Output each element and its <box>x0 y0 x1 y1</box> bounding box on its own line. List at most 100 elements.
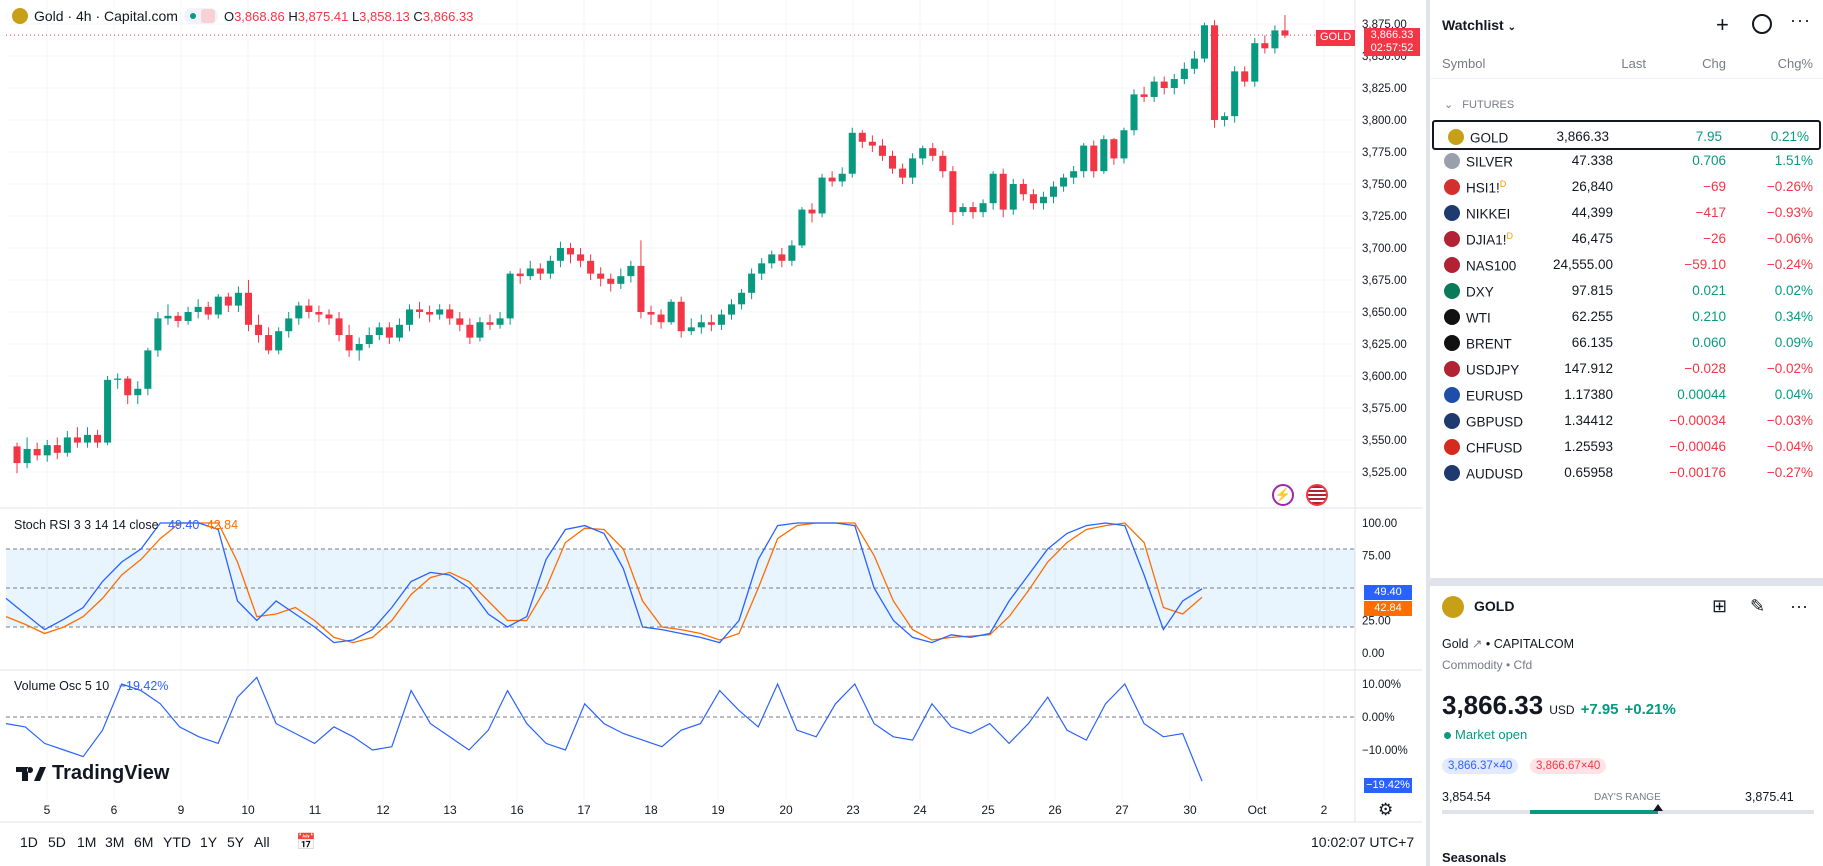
stoch-k-line <box>5 522 1203 644</box>
column-symbol[interactable]: Symbol <box>1442 56 1486 71</box>
candle <box>124 376 132 405</box>
section-futures[interactable]: ⌄ FUTURES <box>1444 99 1515 111</box>
settings-gear-icon[interactable]: ⚙ <box>1378 800 1394 819</box>
details-symbol[interactable]: GOLD <box>1474 598 1515 614</box>
candle <box>587 254 595 280</box>
us-flag-icon[interactable] <box>1306 484 1328 506</box>
watchlist-title[interactable]: Watchlist ⌄ <box>1442 17 1516 33</box>
candle <box>385 322 393 344</box>
candle <box>738 288 746 310</box>
watchlist-row-dxy[interactable]: DXY 97.815 0.021 0.02% <box>1430 276 1823 306</box>
add-symbol-icon[interactable]: + <box>1716 12 1729 37</box>
brand-name: TradingView <box>52 762 170 784</box>
go-to-date-icon[interactable]: 📅 <box>296 834 316 851</box>
chart-area[interactable]: 3,875.003,850.003,825.003,800.003,775.00… <box>0 0 1422 866</box>
watchlist-row-eurusd[interactable]: EURUSD 1.17380 0.00044 0.04% <box>1430 380 1823 410</box>
nas100-icon <box>1444 257 1460 273</box>
watchlist-row-hsi1[interactable]: HSI1!D 26,840 −69 −0.26% <box>1430 172 1823 202</box>
range-all-button[interactable]: All <box>254 834 270 850</box>
time-axis-label: 12 <box>376 803 390 817</box>
watchlist-row-audusd[interactable]: AUDUSD 0.65958 −0.00176 −0.27% <box>1430 458 1823 488</box>
candle <box>899 163 907 184</box>
days-range-fill <box>1530 810 1658 814</box>
candle <box>426 305 434 323</box>
chevron-down-icon: ⌄ <box>1507 22 1516 33</box>
delayed-badge: D <box>1506 231 1514 241</box>
more-options-icon[interactable]: ··· <box>1790 10 1811 30</box>
candle <box>265 327 273 355</box>
range-5d-button[interactable]: 5D <box>48 834 66 850</box>
time-axis-label: 19 <box>711 803 725 817</box>
range-1d-button[interactable]: 1D <box>20 834 38 850</box>
candle <box>788 240 796 266</box>
seasonals-title[interactable]: Seasonals <box>1442 850 1507 865</box>
watchlist-row-chfusd[interactable]: CHFUSD 1.25593 −0.00046 −0.04% <box>1430 432 1823 462</box>
watchlist-row-nas100[interactable]: NAS100 24,555.00 −59.10 −0.24% <box>1430 250 1823 280</box>
stoch-rsi-legend[interactable]: Stoch RSI 3 3 14 14 close 49.40 42.84 <box>14 518 238 532</box>
details-change-pct: +0.21% <box>1624 701 1676 718</box>
watchlist-row-usdjpy[interactable]: USDJPY 147.912 −0.028 −0.02% <box>1430 354 1823 384</box>
alert-lightning-icon[interactable]: ⚡ <box>1272 484 1294 506</box>
advanced-view-icon[interactable] <box>1752 14 1772 34</box>
candle <box>758 258 766 280</box>
range-6m-button[interactable]: 6M <box>134 834 154 850</box>
watchlist-row-nikkei[interactable]: NIKKEI 44,399 −417 −0.93% <box>1430 198 1823 228</box>
candle <box>617 268 625 289</box>
watchlist-chg: 0.060 <box>1692 335 1726 350</box>
watchlist-row-djia1[interactable]: DJIA1!D 46,475 −26 −0.06% <box>1430 224 1823 254</box>
grid-layout-icon[interactable]: ⊞ <box>1712 596 1728 616</box>
gold-details-icon <box>1442 596 1464 618</box>
candle <box>677 296 685 338</box>
watchlist-row-gold[interactable]: GOLD 3,866.33 7.95 0.21% <box>1432 120 1821 150</box>
time-axis-label: 5 <box>44 803 51 817</box>
watchlist-row-gbpusd[interactable]: GBPUSD 1.34412 −0.00034 −0.03% <box>1430 406 1823 436</box>
range-3m-button[interactable]: 3M <box>105 834 125 850</box>
candle <box>456 312 464 332</box>
candle <box>1009 178 1017 215</box>
time-axis-label: 27 <box>1115 803 1129 817</box>
panel-divider <box>1430 578 1823 586</box>
volume-osc-legend[interactable]: Volume Osc 5 10 −19.42% <box>14 679 168 693</box>
candle <box>295 301 303 325</box>
range-ytd-button[interactable]: YTD <box>163 834 191 850</box>
candle <box>13 442 21 474</box>
clock-timezone[interactable]: 10:02:07 UTC+7 <box>1311 834 1415 850</box>
watchlist-last: 3,866.33 <box>1556 129 1609 144</box>
watchlist-chgp: −0.26% <box>1766 179 1813 194</box>
volume-osc-line <box>5 676 1203 782</box>
volume-osc-tag: −19.42% <box>1364 778 1412 793</box>
column-chgp[interactable]: Chg% <box>1777 56 1813 71</box>
candle <box>1100 135 1108 174</box>
range-1y-button[interactable]: 1Y <box>200 834 218 850</box>
range-5y-button[interactable]: 5Y <box>227 834 245 850</box>
symbol-title[interactable]: Gold · 4h · Capital.com <box>34 8 178 24</box>
details-more-icon[interactable]: ··· <box>1790 596 1808 616</box>
watchlist-row-wti[interactable]: WTI 62.255 0.210 0.34% <box>1430 302 1823 332</box>
candle <box>23 437 31 469</box>
time-axis-label: 25 <box>981 803 995 817</box>
candle <box>405 304 414 332</box>
column-last[interactable]: Last <box>1621 56 1646 71</box>
details-name[interactable]: Gold <box>1442 637 1469 651</box>
watchlist-row-brent[interactable]: BRENT 66.135 0.060 0.09% <box>1430 328 1823 358</box>
candle <box>969 201 977 219</box>
watchlist-chgp: −0.24% <box>1766 257 1813 272</box>
watchlist-symbol: DJIA1! <box>1466 232 1507 248</box>
market-status-dot-icon <box>183 8 218 24</box>
external-link-icon[interactable]: ↗ <box>1471 637 1483 651</box>
stoch-axis-label: 75.00 <box>1362 551 1391 563</box>
column-chg[interactable]: Chg <box>1702 56 1726 71</box>
high-label: H <box>288 8 298 24</box>
watchlist-chg: 0.00044 <box>1677 387 1726 402</box>
edit-note-icon[interactable]: ✎ <box>1750 596 1766 616</box>
time-axis-label: 24 <box>913 803 927 817</box>
watchlist-row-silver[interactable]: SILVER 47.338 0.706 1.51% <box>1430 146 1823 176</box>
range-1m-button[interactable]: 1M <box>77 834 97 850</box>
time-axis-label: 30 <box>1183 803 1197 817</box>
candle <box>1180 62 1188 85</box>
candle <box>1070 166 1078 184</box>
brent-icon <box>1444 335 1460 351</box>
tradingview-logo[interactable]: TradingView <box>16 762 169 785</box>
candle <box>1090 140 1098 178</box>
